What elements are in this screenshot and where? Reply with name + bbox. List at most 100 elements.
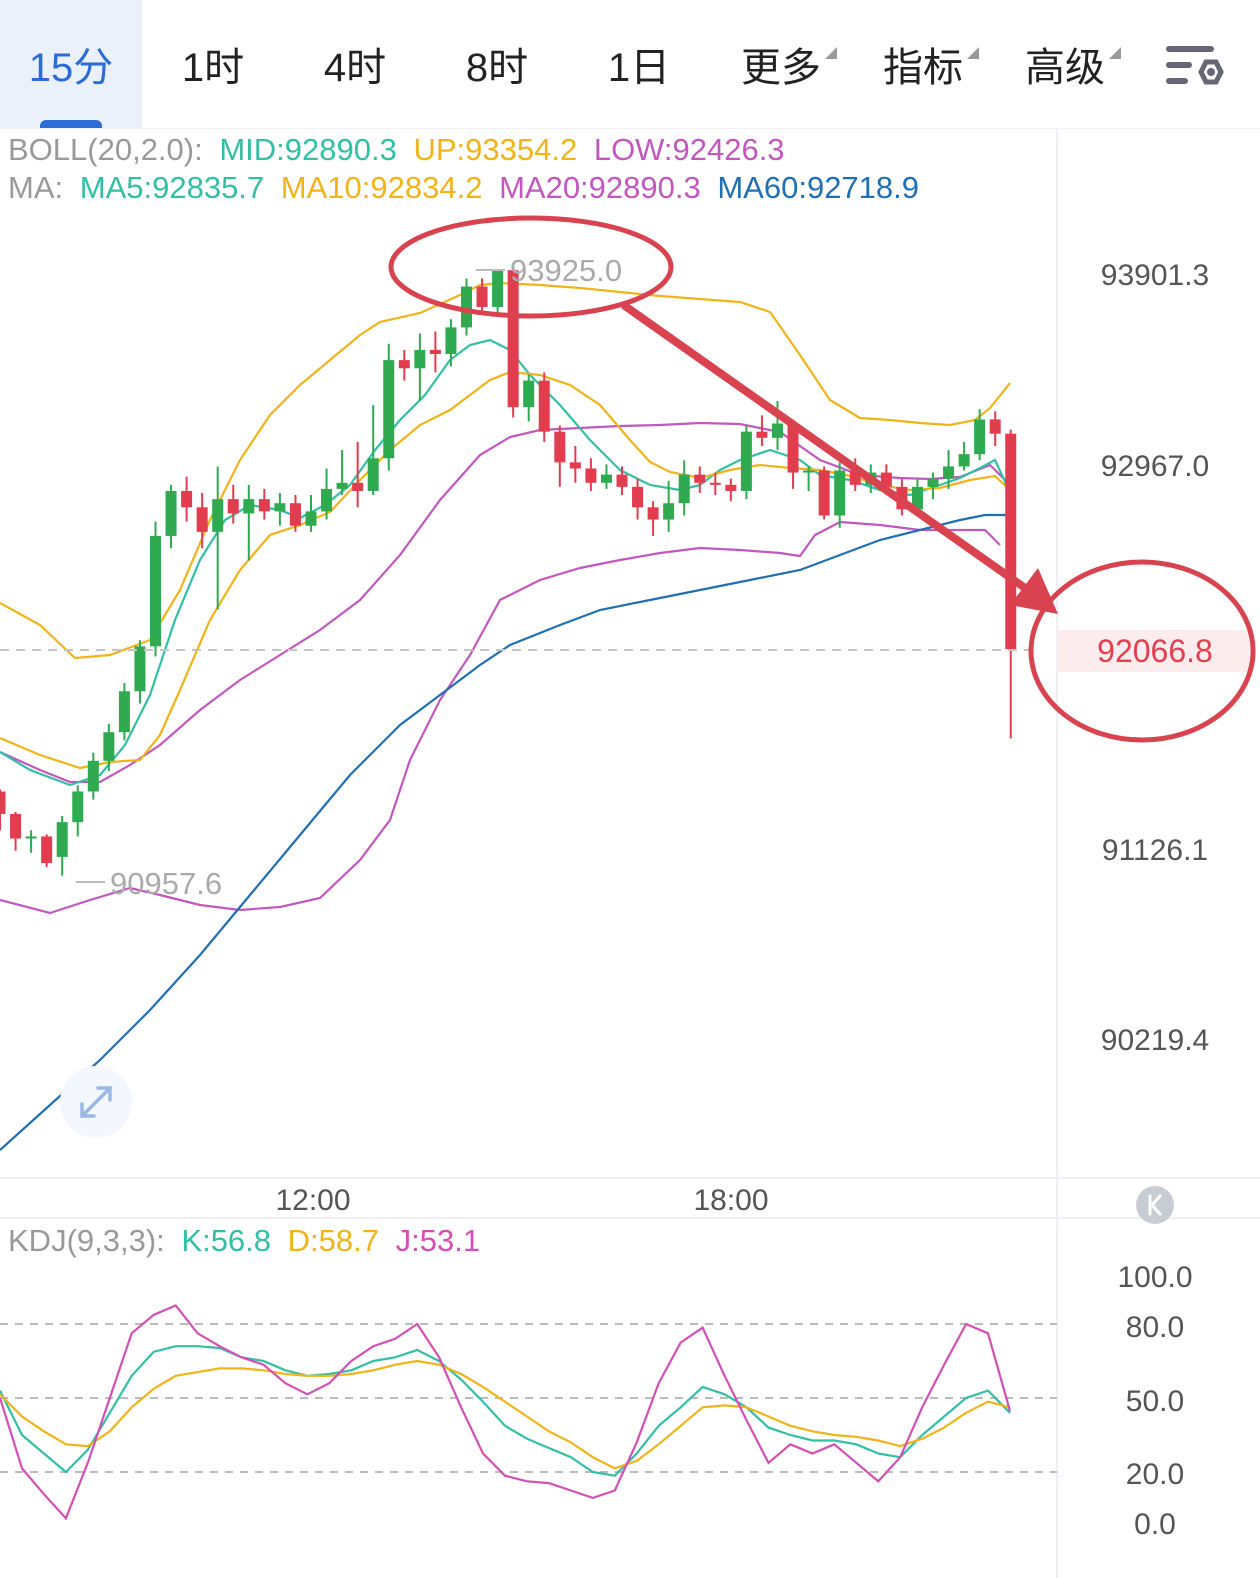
candle <box>258 488 270 520</box>
candle <box>647 501 659 536</box>
boll-legend: BOLL(20,2.0): MID:92890.3 UP:93354.2 LOW… <box>8 132 785 167</box>
high-annotation-circle <box>388 215 674 319</box>
candle <box>585 458 597 491</box>
candle-body <box>834 470 846 516</box>
candle-body <box>507 270 519 408</box>
kdj-tick-label: 0.0 <box>1134 1508 1176 1541</box>
kdj-d-value: D:58.7 <box>288 1223 379 1258</box>
collapse-left-icon[interactable] <box>1136 1186 1174 1224</box>
tab-1d[interactable]: 1日 <box>568 0 710 128</box>
time-tick-label: 18:00 <box>693 1184 768 1217</box>
chart-settings-icon[interactable] <box>1162 40 1226 100</box>
candle <box>367 405 379 496</box>
price-chart[interactable]: BOLL(20,2.0): MID:92890.3 UP:93354.2 LOW… <box>0 128 1260 1578</box>
candle-body <box>538 380 550 432</box>
user-annotations <box>388 215 1256 743</box>
kdj-k-line <box>0 1345 1011 1477</box>
tab-more[interactable]: 更多 <box>710 0 852 128</box>
tab-label: 4时 <box>323 46 387 90</box>
candle-body <box>383 360 395 459</box>
candle <box>600 464 612 489</box>
current-price-label: 92066.8 <box>1097 633 1213 669</box>
candle <box>538 372 550 442</box>
candle-body <box>880 472 892 487</box>
candle-body <box>756 431 768 438</box>
price-tick-label: 91126.1 <box>1102 834 1208 867</box>
tab-advanced[interactable]: 高级 <box>994 0 1136 128</box>
candle <box>709 472 721 496</box>
tab-1h[interactable]: 1时 <box>142 0 284 128</box>
tab-15min[interactable]: 15分 <box>0 0 142 128</box>
candle <box>181 476 193 522</box>
candle-body <box>258 499 270 512</box>
kdj-tick-label: 100.0 <box>1117 1261 1192 1294</box>
boll-low-value: LOW:92426.3 <box>594 132 785 167</box>
current-price-line: 92066.8 <box>0 630 1249 672</box>
boll-lower-line <box>0 520 1001 915</box>
candle-body <box>927 478 939 487</box>
candle <box>383 343 395 471</box>
kdj-lines <box>0 1304 1012 1521</box>
price-tick-label: 92967.0 <box>1101 450 1209 483</box>
candle-body <box>274 503 286 512</box>
candle <box>803 466 815 491</box>
low-price-label: 90957.6 <box>110 866 222 901</box>
ma-legend: MA: MA5:92835.7 MA10:92834.2 MA20:92890.… <box>8 170 919 205</box>
tab-label: 15分 <box>28 46 114 90</box>
candle <box>134 640 146 704</box>
candle <box>243 484 255 561</box>
candle-body <box>461 286 472 328</box>
price-tick-label: 90219.4 <box>1101 1024 1209 1057</box>
candle <box>87 752 99 800</box>
ma-legend-label: MA: <box>8 170 63 205</box>
overlay-lines <box>0 281 1011 1151</box>
candle-body <box>554 431 566 463</box>
candle-body <box>150 535 161 647</box>
candle-body <box>445 327 457 354</box>
candle <box>25 830 37 853</box>
candle-body <box>911 486 923 510</box>
candle-body <box>709 482 721 485</box>
tab-indicators[interactable]: 指标 <box>852 0 994 128</box>
candle <box>523 374 535 422</box>
kdj-tick-label: 80.0 <box>1126 1311 1184 1344</box>
candle-body <box>663 503 675 520</box>
candle <box>678 460 690 516</box>
candle <box>958 441 970 471</box>
high-marker: 93925.0 <box>476 253 622 288</box>
annotation-arrow-head <box>1010 568 1058 614</box>
dropdown-corner-icon <box>967 47 979 59</box>
kdj-d-line <box>0 1359 1011 1470</box>
candle-body <box>352 482 364 491</box>
candle-body <box>989 419 1001 434</box>
tab-label: 8时 <box>465 46 529 90</box>
candle <box>429 331 441 373</box>
candle <box>305 495 317 532</box>
tab-label: 更多 <box>741 46 821 90</box>
candle-body <box>974 419 986 455</box>
candle <box>212 466 224 610</box>
candle-body <box>569 462 581 469</box>
candle <box>103 724 115 772</box>
candle-body <box>398 360 410 369</box>
high-price-label: 93925.0 <box>510 253 622 288</box>
candle-body <box>632 486 644 508</box>
candle-body <box>305 511 317 526</box>
tab-label: 高级 <box>1025 46 1105 90</box>
candle <box>0 789 6 831</box>
candle-body <box>694 474 706 483</box>
candle <box>492 269 504 316</box>
candle-body <box>134 646 146 692</box>
expand-icon[interactable] <box>60 1066 132 1138</box>
candle-body <box>165 490 177 536</box>
candle-body <box>943 466 955 479</box>
candle <box>196 493 208 549</box>
candle <box>476 278 488 316</box>
candle <box>398 349 410 381</box>
tab-8h[interactable]: 8时 <box>426 0 568 128</box>
candle <box>554 425 566 487</box>
candle <box>274 493 286 526</box>
candle <box>10 811 22 851</box>
tab-4h[interactable]: 4时 <box>284 0 426 128</box>
candle-body <box>725 484 737 491</box>
